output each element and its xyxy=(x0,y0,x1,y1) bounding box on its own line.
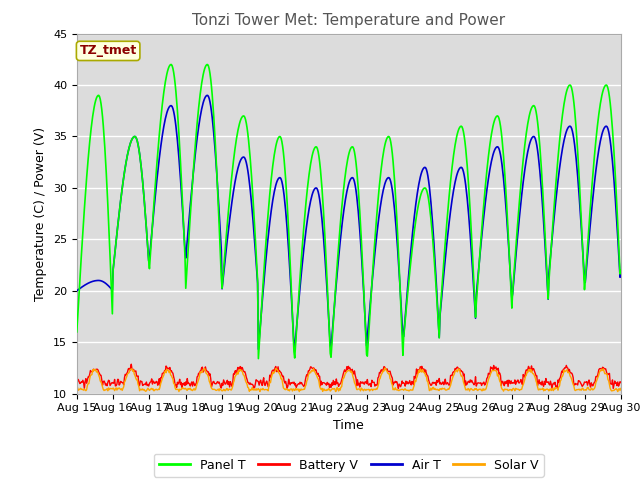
Title: Tonzi Tower Met: Temperature and Power: Tonzi Tower Met: Temperature and Power xyxy=(192,13,506,28)
Legend: Panel T, Battery V, Air T, Solar V: Panel T, Battery V, Air T, Solar V xyxy=(154,454,544,477)
Text: TZ_tmet: TZ_tmet xyxy=(79,44,137,58)
Y-axis label: Temperature (C) / Power (V): Temperature (C) / Power (V) xyxy=(35,127,47,300)
X-axis label: Time: Time xyxy=(333,419,364,432)
